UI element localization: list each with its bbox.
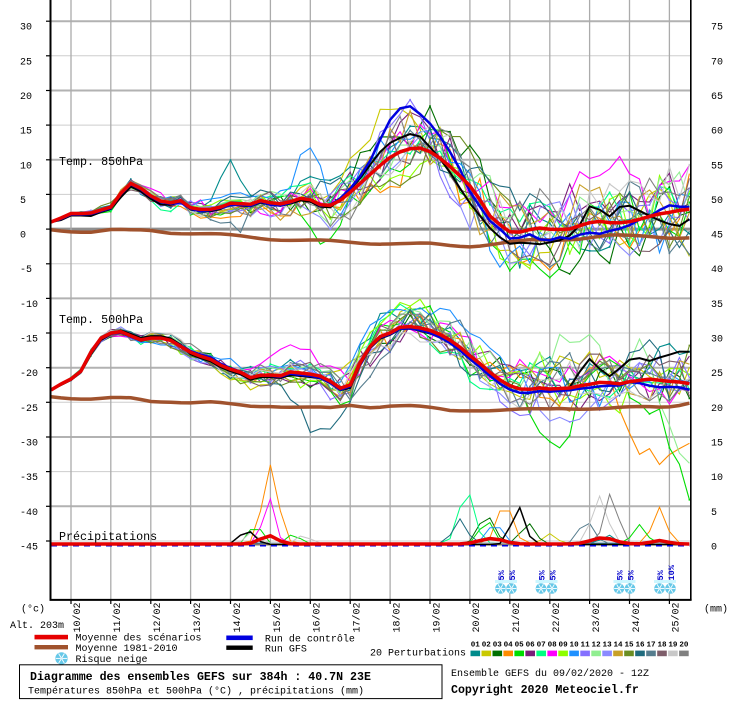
svg-text:09: 09 — [559, 641, 569, 649]
svg-text:19: 19 — [668, 641, 678, 649]
svg-text:5%: 5% — [656, 569, 666, 580]
svg-text:13: 13 — [603, 641, 613, 649]
svg-text:-45: -45 — [20, 543, 38, 554]
svg-text:(mm): (mm) — [704, 604, 728, 616]
svg-text:-35: -35 — [20, 473, 38, 484]
svg-text:15: 15 — [711, 439, 723, 450]
svg-text:(°c): (°c) — [21, 604, 45, 616]
svg-text:20 Perturbations: 20 Perturbations — [370, 647, 466, 659]
svg-text:10%: 10% — [667, 564, 677, 580]
svg-text:20: 20 — [20, 92, 32, 103]
svg-text:21/02: 21/02 — [511, 603, 523, 633]
svg-text:-20: -20 — [20, 369, 38, 380]
svg-text:0: 0 — [711, 543, 717, 554]
svg-text:14/02: 14/02 — [232, 603, 244, 633]
svg-text:Alt. 203m: Alt. 203m — [10, 620, 64, 632]
svg-text:-30: -30 — [20, 439, 38, 450]
svg-text:18: 18 — [657, 641, 667, 649]
svg-text:Précipitations: Précipitations — [59, 530, 157, 544]
svg-text:19/02: 19/02 — [431, 603, 443, 633]
svg-text:Températures 850hPa et 500hPa: Températures 850hPa et 500hPa (°C) , pré… — [28, 686, 364, 698]
svg-text:-15: -15 — [20, 335, 38, 346]
svg-text:0: 0 — [20, 231, 26, 242]
svg-text:10: 10 — [711, 473, 723, 484]
svg-text:07: 07 — [537, 641, 547, 649]
svg-text:Risque neige: Risque neige — [76, 654, 148, 666]
svg-text:02: 02 — [482, 641, 492, 649]
svg-text:30: 30 — [711, 335, 723, 346]
svg-text:5: 5 — [711, 508, 717, 519]
svg-text:60: 60 — [711, 127, 723, 138]
svg-text:03: 03 — [493, 641, 503, 649]
svg-text:23/02: 23/02 — [591, 603, 603, 633]
svg-text:12: 12 — [592, 641, 602, 649]
svg-text:15/02: 15/02 — [272, 603, 284, 633]
svg-text:-10: -10 — [20, 300, 38, 311]
svg-text:17/02: 17/02 — [352, 603, 364, 633]
svg-text:75: 75 — [711, 23, 723, 34]
svg-text:12/02: 12/02 — [152, 603, 164, 633]
svg-text:10: 10 — [20, 161, 32, 172]
svg-text:18/02: 18/02 — [391, 603, 403, 633]
svg-text:Run GFS: Run GFS — [265, 645, 307, 656]
svg-text:22/02: 22/02 — [551, 603, 563, 633]
svg-text:5%: 5% — [508, 569, 518, 580]
svg-text:05: 05 — [515, 641, 525, 649]
svg-text:20/02: 20/02 — [471, 603, 483, 633]
svg-text:20: 20 — [679, 641, 689, 649]
svg-text:-40: -40 — [20, 508, 38, 519]
svg-text:10: 10 — [570, 641, 580, 649]
svg-text:50: 50 — [711, 196, 723, 207]
svg-text:24/02: 24/02 — [631, 603, 643, 633]
svg-text:Copyright 2020 Meteociel.fr: Copyright 2020 Meteociel.fr — [451, 684, 639, 697]
svg-text:16/02: 16/02 — [312, 603, 324, 633]
svg-text:Temp. 850hPa: Temp. 850hPa — [59, 155, 143, 169]
svg-text:70: 70 — [711, 57, 723, 68]
svg-text:25: 25 — [20, 57, 32, 68]
svg-text:Diagramme des ensembles GEFS s: Diagramme des ensembles GEFS sur 384h : … — [30, 671, 371, 684]
svg-text:5%: 5% — [497, 569, 507, 580]
svg-text:10/02: 10/02 — [72, 603, 84, 633]
svg-text:40: 40 — [711, 265, 723, 276]
svg-text:5%: 5% — [548, 569, 558, 580]
svg-text:15: 15 — [624, 641, 634, 649]
svg-text:01: 01 — [471, 641, 481, 649]
svg-text:11: 11 — [581, 641, 591, 649]
svg-text:25: 25 — [711, 369, 723, 380]
svg-text:06: 06 — [526, 641, 536, 649]
svg-text:Ensemble GEFS du 09/02/2020 -: Ensemble GEFS du 09/02/2020 - 12Z — [451, 668, 649, 680]
svg-text:5%: 5% — [626, 569, 636, 580]
svg-text:30: 30 — [20, 23, 32, 34]
svg-text:11/02: 11/02 — [112, 603, 124, 633]
svg-text:Temp. 500hPa: Temp. 500hPa — [59, 313, 143, 327]
svg-text:35: 35 — [711, 300, 723, 311]
svg-text:-5: -5 — [20, 265, 32, 276]
svg-text:13/02: 13/02 — [192, 603, 204, 633]
svg-text:17: 17 — [646, 641, 656, 649]
svg-text:15: 15 — [20, 127, 32, 138]
svg-text:08: 08 — [548, 641, 558, 649]
svg-text:16: 16 — [635, 641, 645, 649]
svg-text:25/02: 25/02 — [671, 603, 683, 633]
svg-text:20: 20 — [711, 404, 723, 415]
svg-text:5%: 5% — [615, 569, 625, 580]
svg-text:04: 04 — [504, 641, 514, 649]
svg-text:Run de contrôle: Run de contrôle — [265, 634, 355, 646]
svg-text:5%: 5% — [537, 569, 547, 580]
svg-text:55: 55 — [711, 161, 723, 172]
svg-text:65: 65 — [711, 92, 723, 103]
svg-text:-25: -25 — [20, 404, 38, 415]
svg-text:5: 5 — [20, 196, 26, 207]
svg-text:Moyenne 1981-2010: Moyenne 1981-2010 — [76, 644, 178, 655]
svg-text:14: 14 — [613, 641, 623, 649]
svg-text:Moyenne des scénarios: Moyenne des scénarios — [76, 633, 202, 645]
svg-text:45: 45 — [711, 231, 723, 242]
